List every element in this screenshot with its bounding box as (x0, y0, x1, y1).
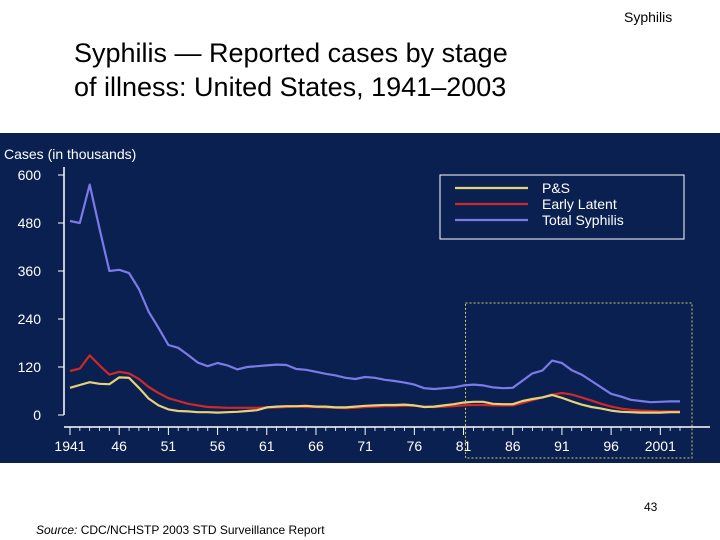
chart-panel: Cases (in thousands) 0 120 240 360 480 600 1941… (0, 133, 720, 463)
source-note: Source: CDC/NCHSTP 2003 STD Surveillance… (36, 523, 325, 537)
y-tick-label: 480 (18, 215, 42, 231)
x-tick-label: 71 (357, 438, 373, 454)
y-tick-label: 240 (18, 311, 42, 327)
y-tick-label: 0 (33, 407, 41, 423)
section-label: Syphilis (624, 9, 673, 25)
x-tick-label: 91 (554, 438, 570, 454)
y-tick-label: 120 (18, 359, 42, 375)
x-tick-label: 61 (259, 438, 275, 454)
source-label: Source: (36, 523, 78, 537)
x-tick-label: 66 (308, 438, 324, 454)
legend-label: Total Syphilis (542, 212, 624, 228)
x-tick-label: 51 (161, 438, 177, 454)
total-syphilis-line (69, 183, 680, 404)
x-tick-label: 76 (407, 438, 423, 454)
x-tick-label: 86 (505, 438, 521, 454)
highlight-box (465, 302, 693, 459)
x-tick-label: 2001 (645, 438, 676, 454)
y-tick-label: 600 (18, 167, 42, 183)
x-tick-label: 46 (111, 438, 127, 454)
legend-box (439, 174, 685, 240)
early-latent-line (69, 354, 680, 413)
title-line-2: of illness: United States, 1941–2003 (74, 72, 507, 102)
x-tick-label: 1941 (54, 438, 85, 454)
page-number: 43 (644, 500, 658, 514)
x-tick-label: 81 (456, 438, 472, 454)
x-tick-label: 56 (210, 438, 226, 454)
slide-title: Syphilis — Reported cases by stage of il… (74, 36, 694, 104)
ps-line (69, 376, 680, 414)
line-chart: Cases (in thousands) 0 120 240 360 480 600 1941… (4, 146, 710, 459)
legend-label: P&S (542, 180, 570, 196)
y-axis-label: Cases (in thousands) (4, 146, 136, 162)
y-tick-label: 360 (18, 263, 42, 279)
legend-label: Early Latent (542, 196, 617, 212)
title-line-1: Syphilis — Reported cases by stage (74, 38, 508, 68)
source-text: CDC/NCHSTP 2003 STD Surveillance Report (77, 523, 325, 537)
x-tick-label: 96 (603, 438, 619, 454)
